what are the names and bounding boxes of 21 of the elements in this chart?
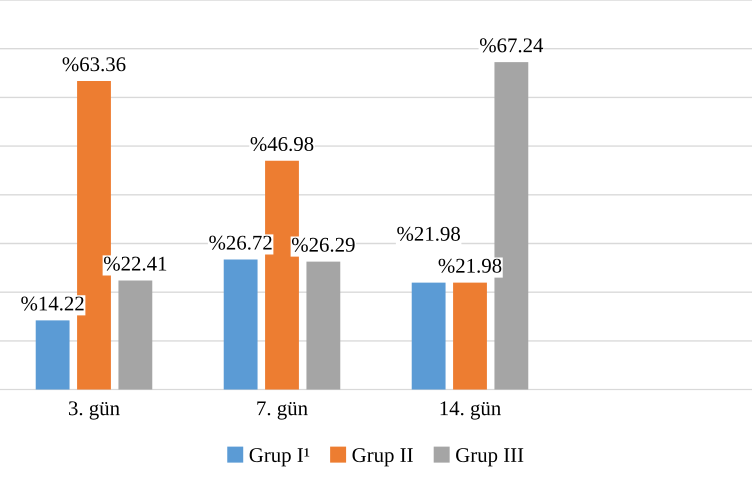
legend-label: Grup II	[352, 448, 413, 466]
bar	[306, 262, 340, 390]
bar	[224, 259, 258, 390]
bar	[453, 282, 487, 390]
legend-label: Grup I¹	[250, 448, 310, 466]
bar	[118, 280, 152, 390]
bar	[412, 282, 446, 390]
x-tick-label: 3. gün	[68, 401, 120, 420]
data-label: %21.98	[438, 258, 502, 273]
data-label: %14.22	[21, 296, 84, 311]
legend-label: Grup III	[456, 448, 524, 466]
data-label: %26.29	[292, 238, 355, 252]
bar	[36, 320, 70, 390]
x-tick-label: 7. gün	[257, 401, 308, 420]
data-label: %26.72	[209, 236, 272, 250]
x-tick-label: 14. gün	[440, 401, 501, 420]
data-label: %67.24	[480, 38, 544, 52]
data-label: %46.98	[250, 136, 314, 152]
data-label: %21.98	[397, 226, 460, 241]
data-label: %22.41	[104, 256, 166, 271]
data-label: %63.36	[62, 57, 126, 72]
